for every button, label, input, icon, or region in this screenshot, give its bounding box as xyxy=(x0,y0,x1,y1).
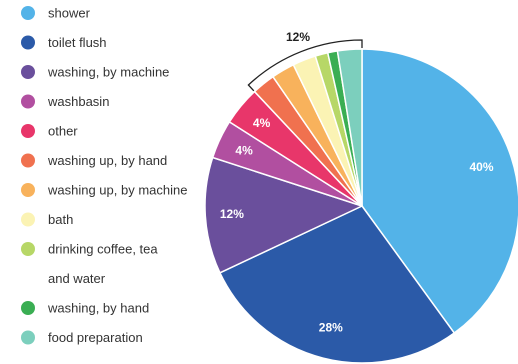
legend-label-1: toilet flush xyxy=(48,35,107,50)
slice-label-1: 28% xyxy=(319,321,343,335)
legend-label-4: other xyxy=(48,124,78,139)
legend-marker-5 xyxy=(21,153,35,168)
legend-marker-0 xyxy=(21,6,35,20)
group-bracket: 12% xyxy=(247,30,363,92)
legend-label-9: washing, by hand xyxy=(47,301,149,316)
legend-label-6: washing up, by machine xyxy=(47,183,187,198)
legend-label-8: drinking coffee, tea xyxy=(48,242,158,257)
slice-label-0: 40% xyxy=(469,160,493,174)
legend-marker-10 xyxy=(21,330,35,345)
legend-marker-4 xyxy=(21,124,35,138)
slice-label-4: 4% xyxy=(253,116,271,130)
legend-label-5: washing up, by hand xyxy=(47,153,167,168)
legend-label-2: washing, by machine xyxy=(47,65,169,80)
pie-slice-1 xyxy=(219,205,456,364)
pie-slices xyxy=(204,48,518,364)
pie-slice-0 xyxy=(361,48,518,334)
legend-marker-1 xyxy=(21,35,35,50)
legend-marker-8 xyxy=(21,242,35,256)
legend-marker-7 xyxy=(21,212,35,227)
legend-marker-2 xyxy=(21,65,35,79)
slice-label-2: 12% xyxy=(220,207,244,221)
legend-marker-6 xyxy=(21,183,35,197)
pie-slice-10 xyxy=(336,48,363,207)
group-bracket-line xyxy=(247,39,363,92)
legend-label-7: bath xyxy=(48,212,73,227)
legend-label-8-line1: and water xyxy=(48,271,106,286)
legend-label-3: washbasin xyxy=(47,94,109,109)
group-bracket-label: 12% xyxy=(286,30,310,44)
legend-label-0: shower xyxy=(48,6,91,21)
legend: shower toilet flush washing, by machine was… xyxy=(21,6,187,345)
slice-label-3: 4% xyxy=(235,144,253,158)
legend-marker-9 xyxy=(21,301,35,315)
legend-label-10: food preparation xyxy=(48,330,143,345)
pie-slice-2 xyxy=(204,156,363,274)
slice-labels: 40% 28% 12% 4%4% xyxy=(220,116,494,335)
legend-marker-3 xyxy=(21,94,35,109)
